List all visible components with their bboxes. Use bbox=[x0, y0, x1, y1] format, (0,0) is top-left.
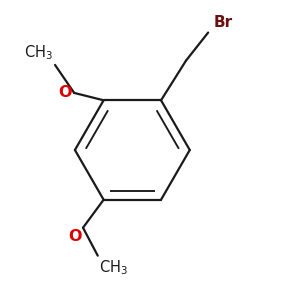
Text: O: O bbox=[58, 85, 72, 100]
Text: CH$_3$: CH$_3$ bbox=[99, 259, 128, 277]
Text: O: O bbox=[68, 229, 82, 244]
Text: Br: Br bbox=[214, 15, 232, 30]
Text: CH$_3$: CH$_3$ bbox=[24, 43, 53, 62]
